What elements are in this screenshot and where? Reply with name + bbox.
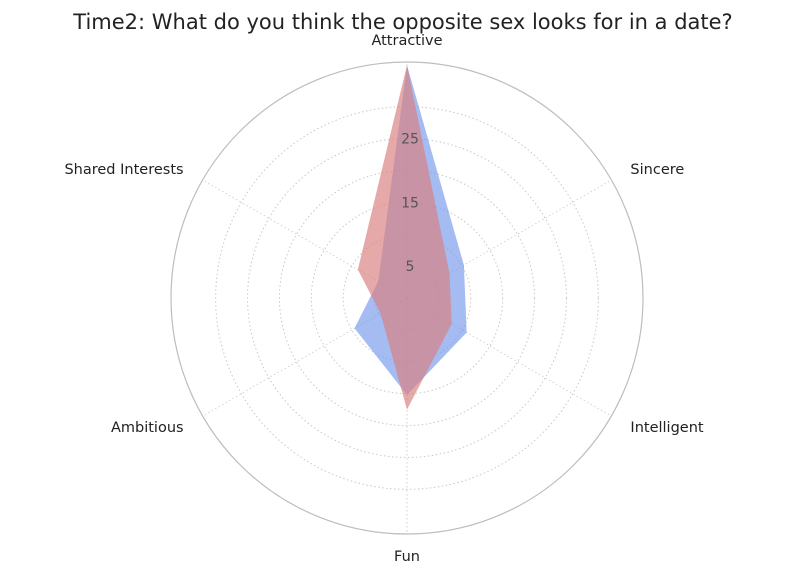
grid-ring <box>247 138 567 458</box>
outer-ring <box>170 61 644 535</box>
radar-series <box>354 65 467 410</box>
category-label: Sincere <box>630 162 684 178</box>
chart-title: Time2: What do you think the opposite se… <box>73 10 733 34</box>
category-labels: Attractive Sincere Intelligent Fun Ambitious… <box>64 33 703 565</box>
grid-spoke <box>202 297 408 417</box>
category-label: Attractive <box>371 33 442 49</box>
category-label: Intelligent <box>630 420 703 436</box>
category-label: Shared Interests <box>64 162 183 178</box>
grid-spoke <box>406 179 612 299</box>
radial-tick-labels: 5 15 25 <box>401 132 419 276</box>
grid-ring <box>310 201 504 395</box>
grid-spoke <box>202 179 408 299</box>
series-2-area <box>357 65 452 410</box>
radial-tick-label: 5 <box>406 259 415 275</box>
radial-tick-label: 15 <box>401 195 419 211</box>
category-label: Ambitious <box>111 420 184 436</box>
grid-spoke <box>406 297 612 417</box>
category-label: Fun <box>394 549 420 565</box>
radial-tick-label: 25 <box>401 132 419 148</box>
